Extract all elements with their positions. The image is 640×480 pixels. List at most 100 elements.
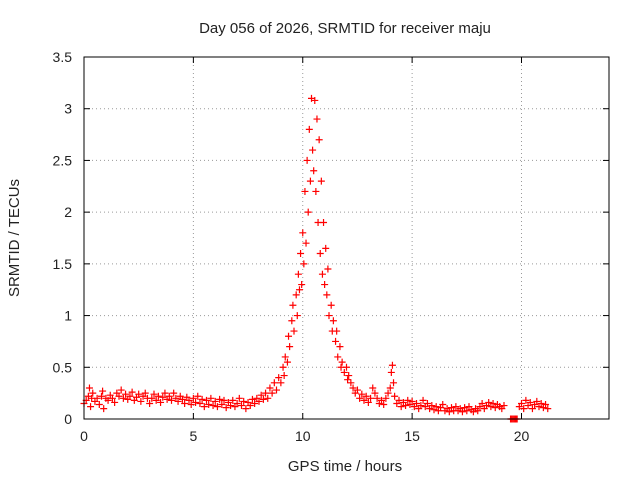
data-point <box>413 399 420 407</box>
data-point <box>371 389 379 397</box>
grid-lines <box>84 57 609 419</box>
data-point <box>384 389 392 397</box>
data-point <box>281 353 289 361</box>
data-point <box>369 384 377 392</box>
data-point <box>323 291 331 299</box>
data-point <box>161 389 169 397</box>
data-point <box>273 386 280 394</box>
data-point <box>520 405 528 413</box>
data-point <box>150 390 158 398</box>
data-point <box>432 403 440 411</box>
data-point <box>387 368 395 376</box>
data-point <box>279 363 287 371</box>
data-point <box>428 402 436 410</box>
data-point <box>259 395 267 403</box>
data-point <box>218 401 226 409</box>
data-point <box>332 337 340 345</box>
data-point <box>386 384 394 392</box>
data-point <box>100 405 108 413</box>
data-point <box>189 394 197 402</box>
data-point <box>235 394 243 402</box>
data-point <box>408 397 416 405</box>
data-point <box>240 397 248 405</box>
y-tick-label: 2.5 <box>53 152 73 168</box>
data-point <box>324 265 332 273</box>
y-tick-label: 0 <box>64 411 72 427</box>
data-point <box>349 384 357 392</box>
data-point <box>322 244 330 252</box>
data-point <box>388 361 396 369</box>
x-tick-label: 0 <box>80 428 88 444</box>
data-point <box>439 401 447 409</box>
data-point <box>170 389 178 397</box>
x-tick-label: 15 <box>404 428 420 444</box>
data-point <box>181 399 189 407</box>
data-point <box>526 398 534 406</box>
data-point <box>301 187 309 195</box>
data-point <box>318 270 326 278</box>
y-tick-label: 0.5 <box>53 359 73 375</box>
plot-frame <box>83 56 610 420</box>
data-point <box>192 398 200 406</box>
data-point <box>542 401 550 409</box>
data-point <box>154 392 162 400</box>
data-point <box>117 386 125 394</box>
data-point <box>104 396 112 404</box>
data-point <box>537 399 545 407</box>
data-point <box>423 399 431 407</box>
data-point <box>367 394 375 402</box>
data-point <box>544 405 552 413</box>
data-point <box>316 250 324 258</box>
y-tick-label: 2 <box>64 204 72 220</box>
data-point <box>380 401 388 409</box>
y-tick-label: 3.5 <box>53 49 73 65</box>
data-point <box>290 327 298 335</box>
data-point <box>333 327 341 335</box>
data-point <box>402 402 410 410</box>
data-point <box>419 396 427 404</box>
y-axis-label: SRMTID / TECUs <box>6 179 23 297</box>
data-point <box>489 399 497 407</box>
data-point <box>338 358 346 366</box>
data-point <box>293 312 301 320</box>
data-point <box>286 343 294 351</box>
x-tick-label: 20 <box>514 428 530 444</box>
data-point <box>178 395 186 403</box>
data-point <box>194 392 202 400</box>
data-point <box>203 396 210 404</box>
x-tick-label: 10 <box>295 428 311 444</box>
data-point <box>233 399 241 407</box>
data-point <box>141 389 149 397</box>
data-point <box>216 395 224 403</box>
data-point <box>533 397 541 405</box>
data-point <box>294 270 302 278</box>
data-point <box>344 376 352 384</box>
data-point <box>313 115 321 123</box>
data-point <box>391 392 399 400</box>
data-point <box>174 397 182 405</box>
y-tick-label: 1.5 <box>53 256 73 272</box>
data-point <box>209 402 217 410</box>
data-point <box>242 405 250 413</box>
data-point <box>382 394 390 402</box>
data-point <box>364 398 372 406</box>
data-point <box>397 403 405 411</box>
data-point <box>255 397 263 405</box>
data-point <box>404 396 412 404</box>
data-point <box>108 394 116 402</box>
y-tick-label: 1 <box>64 308 72 324</box>
x-tick-label: 5 <box>189 428 197 444</box>
data-point <box>356 394 364 402</box>
data-point <box>311 96 319 104</box>
data-point <box>152 396 160 404</box>
data-point <box>111 398 119 406</box>
data-point <box>85 384 93 392</box>
y-tick-label: 3 <box>64 101 72 117</box>
data-point <box>478 399 486 407</box>
data-point <box>93 394 101 402</box>
data-point <box>262 389 270 397</box>
data-point <box>213 403 221 411</box>
data-point <box>305 125 313 133</box>
data-point <box>474 407 482 415</box>
data-point <box>297 250 305 258</box>
